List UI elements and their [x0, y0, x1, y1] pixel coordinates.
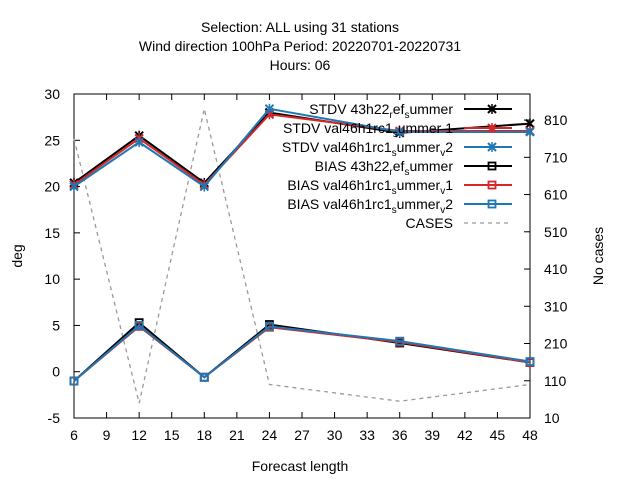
y2-tick-label: 610 — [544, 187, 568, 203]
series-2 — [69, 103, 535, 192]
legend-marker — [487, 180, 497, 190]
x-tick-label: 24 — [262, 427, 278, 443]
chart-title-line-3: Hours: 06 — [270, 57, 331, 73]
data-point — [199, 372, 209, 382]
y2-axis-label: No cases — [590, 227, 606, 285]
legend-label: STDV val46h1rc1summerv2 — [282, 139, 453, 159]
data-point — [525, 126, 535, 137]
data-point — [69, 181, 79, 192]
series-6 — [73, 108, 531, 404]
series-line — [73, 108, 531, 404]
x-tick-label: 27 — [294, 427, 310, 443]
series-line — [73, 325, 531, 382]
x-tick-label: 39 — [424, 427, 440, 443]
x-tick-label: 42 — [457, 427, 473, 443]
legend-marker — [487, 142, 497, 152]
x-tick-label: 18 — [196, 427, 212, 443]
x-tick-label: 33 — [359, 427, 375, 443]
y2-tick-label: 10 — [544, 410, 560, 426]
y-tick-label: 5 — [52, 317, 60, 333]
legend-label: BIAS val46h1rc1summerv1 — [287, 177, 453, 197]
y2-axis-ticks: 10 110 210 310 410 510 610 710 810 — [524, 112, 568, 426]
legend-marker — [487, 199, 497, 209]
y-tick-label: -5 — [48, 410, 61, 426]
legend-marker — [487, 104, 497, 114]
legend-item: BIAS 43h22refsummer — [315, 158, 512, 178]
legend-label: STDV 43h22refsummer — [309, 101, 453, 121]
y-tick-label: 10 — [44, 271, 60, 287]
legend-item: BIAS val46h1rc1summerv1 — [287, 177, 512, 197]
legend-item: BIAS val46h1rc1summerv2 — [287, 196, 512, 216]
data-point — [264, 103, 275, 114]
x-tick-label: 6 — [70, 427, 78, 443]
y-axis-ticks: -5 0 5 10 15 20 25 30 — [44, 86, 80, 426]
y2-tick-label: 110 — [544, 373, 567, 389]
legend-item: STDV val46h1rc1summer 1 — [283, 120, 512, 140]
legend-label: BIAS val46h1rc1summerv2 — [287, 196, 453, 216]
y-axis-label: deg — [9, 244, 25, 267]
y2-tick-label: 410 — [544, 261, 568, 277]
x-axis-label: Forecast length — [252, 458, 349, 474]
chart-title-line-1: Selection: ALL using 31 stations — [201, 19, 399, 35]
legend-label: BIAS 43h22refsummer — [315, 158, 454, 178]
y-tick-label: 20 — [44, 179, 60, 195]
x-tick-label: 9 — [103, 427, 111, 443]
legend-marker — [487, 161, 497, 171]
x-tick-label: 48 — [522, 427, 538, 443]
chart-title-line-2: Wind direction 100hPa Period: 20220701-2… — [139, 38, 461, 54]
data-point — [395, 336, 405, 346]
data-point — [265, 321, 274, 331]
x-tick-label: 30 — [327, 427, 343, 443]
legend-item: STDV 43h22refsummer — [309, 101, 512, 121]
legend-label: STDV val46h1rc1summer 1 — [283, 120, 453, 140]
data-point — [69, 376, 79, 386]
legend-label: CASES — [406, 215, 453, 231]
y-tick-label: 0 — [52, 364, 60, 380]
legend-marker — [487, 123, 497, 133]
data-point — [395, 126, 405, 137]
y2-tick-label: 210 — [544, 336, 568, 352]
legend-item: CASES — [406, 215, 512, 231]
y-tick-label: 15 — [44, 225, 60, 241]
x-tick-label: 21 — [229, 427, 245, 443]
x-axis-ticks: 6 9 12 15 18 21 24 27 30 33 36 39 42 45 48 — [70, 94, 538, 443]
y2-tick-label: 810 — [544, 112, 568, 128]
series-4 — [69, 321, 535, 386]
data-point — [134, 321, 144, 330]
chart-title: Selection: ALL using 31 stations Wind di… — [139, 19, 461, 73]
data-point — [134, 137, 144, 148]
y2-tick-label: 310 — [544, 298, 568, 314]
series-5 — [69, 321, 535, 386]
x-tick-label: 45 — [490, 427, 506, 443]
y-tick-label: 25 — [44, 132, 60, 148]
x-tick-label: 12 — [131, 427, 147, 443]
legend-item: STDV val46h1rc1summerv2 — [282, 139, 512, 159]
x-tick-label: 15 — [164, 427, 180, 443]
series-line — [73, 107, 530, 188]
series-line — [73, 324, 531, 382]
data-point — [199, 181, 209, 192]
y-tick-label: 30 — [44, 86, 60, 102]
y2-tick-label: 510 — [544, 224, 568, 240]
data-point — [525, 357, 535, 366]
series-layer — [69, 103, 535, 404]
x-tick-label: 36 — [392, 427, 408, 443]
y2-tick-label: 710 — [544, 149, 568, 165]
